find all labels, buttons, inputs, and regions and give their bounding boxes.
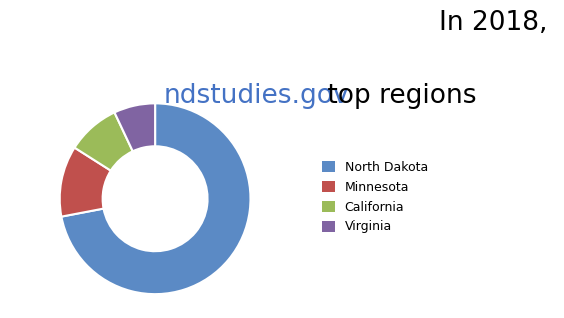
Text: top regions: top regions xyxy=(319,83,476,109)
Wedge shape xyxy=(114,103,155,151)
Wedge shape xyxy=(74,113,133,171)
Wedge shape xyxy=(61,103,250,294)
Legend: North Dakota, Minnesota, California, Virginia: North Dakota, Minnesota, California, Vir… xyxy=(322,161,428,233)
Text: In 2018,: In 2018, xyxy=(439,10,547,36)
Wedge shape xyxy=(60,148,111,217)
Text: ndstudies.gov: ndstudies.gov xyxy=(164,83,349,109)
